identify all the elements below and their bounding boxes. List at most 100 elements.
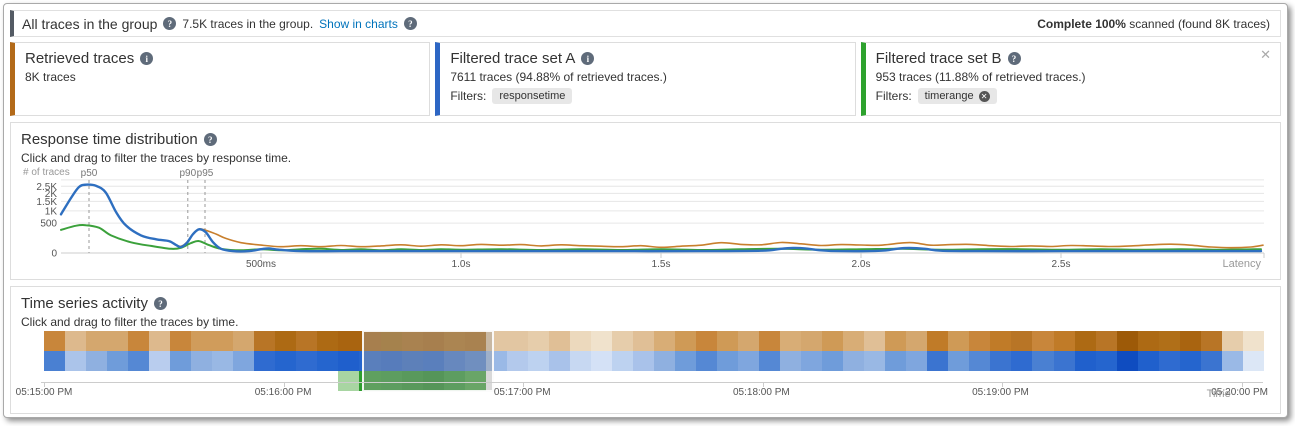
- heatmap-cell-retrieved-activity[interactable]: [738, 331, 760, 351]
- heatmap-cell-retrieved-activity[interactable]: [254, 331, 276, 351]
- heatmap-cell-set-a-activity[interactable]: [843, 351, 865, 371]
- heatmap-cell-set-a-activity[interactable]: [1116, 351, 1138, 371]
- heatmap-cell-set-b-activity[interactable]: [612, 371, 633, 391]
- heatmap-cell-set-a-activity[interactable]: [611, 351, 633, 371]
- heatmap-cell-set-a-activity[interactable]: [128, 351, 150, 371]
- heatmap-cell-set-a-activity[interactable]: [717, 351, 739, 371]
- heatmap-cell-set-a-activity[interactable]: [1242, 351, 1264, 371]
- heatmap-cell-set-b-activity[interactable]: [359, 371, 381, 391]
- heatmap-cell-retrieved-activity[interactable]: [275, 331, 297, 351]
- heatmap-cell-retrieved-activity[interactable]: [107, 331, 129, 351]
- heatmap-cell-set-a-activity[interactable]: [485, 351, 507, 371]
- heatmap-cell-retrieved-activity[interactable]: [464, 331, 486, 351]
- heatmap-cell-retrieved-activity[interactable]: [1221, 331, 1243, 351]
- info-icon[interactable]: i: [581, 52, 595, 65]
- heatmap-cell-set-b-activity[interactable]: [864, 371, 885, 391]
- heatmap-cell-set-a-activity[interactable]: [990, 351, 1012, 371]
- heatmap-cell-set-a-activity[interactable]: [380, 351, 402, 371]
- heatmap-cell-retrieved-activity[interactable]: [927, 331, 949, 351]
- heatmap-cell-retrieved-activity[interactable]: [1095, 331, 1117, 351]
- heatmap-cell-set-a-activity[interactable]: [885, 351, 907, 371]
- heatmap-cell-set-a-activity[interactable]: [864, 351, 886, 371]
- heatmap-cell-set-a-activity[interactable]: [695, 351, 717, 371]
- heatmap-cell-set-b-activity[interactable]: [170, 371, 191, 391]
- heatmap-cell-set-b-activity[interactable]: [401, 371, 423, 391]
- heatmap-cell-retrieved-activity[interactable]: [695, 331, 717, 351]
- heatmap-cell-retrieved-activity[interactable]: [1116, 331, 1138, 351]
- heatmap-cell-retrieved-activity[interactable]: [380, 331, 402, 351]
- heatmap-cell-set-b-activity[interactable]: [633, 371, 654, 391]
- heatmap-cell-set-a-activity[interactable]: [632, 351, 654, 371]
- heatmap-cell-retrieved-activity[interactable]: [885, 331, 907, 351]
- heatmap-cell-set-a-activity[interactable]: [296, 351, 318, 371]
- heatmap-cell-retrieved-activity[interactable]: [1200, 331, 1222, 351]
- heatmap-cell-retrieved-activity[interactable]: [296, 331, 318, 351]
- heatmap-cell-set-a-activity[interactable]: [464, 351, 486, 371]
- heatmap-cell-retrieved-activity[interactable]: [969, 331, 991, 351]
- heatmap-cell-set-b-activity[interactable]: [338, 371, 360, 391]
- heatmap-cell-retrieved-activity[interactable]: [44, 331, 66, 351]
- heatmap-cell-set-a-activity[interactable]: [443, 351, 465, 371]
- heatmap-cell-set-a-activity[interactable]: [1158, 351, 1180, 371]
- heatmap-cell-set-b-activity[interactable]: [1075, 371, 1096, 391]
- heatmap-cell-set-b-activity[interactable]: [1180, 371, 1201, 391]
- heatmap-cell-retrieved-activity[interactable]: [485, 331, 507, 351]
- heatmap-cell-set-b-activity[interactable]: [843, 371, 864, 391]
- heatmap-cell-retrieved-activity[interactable]: [717, 331, 739, 351]
- heatmap-cell-set-a-activity[interactable]: [759, 351, 781, 371]
- heatmap-cell-set-b-activity[interactable]: [1032, 371, 1053, 391]
- heatmap-cell-set-b-activity[interactable]: [191, 371, 212, 391]
- heatmap-cell-set-b-activity[interactable]: [570, 371, 591, 391]
- heatmap-cell-retrieved-activity[interactable]: [191, 331, 213, 351]
- heatmap-cell-set-a-activity[interactable]: [401, 351, 423, 371]
- heatmap-cell-retrieved-activity[interactable]: [990, 331, 1012, 351]
- heatmap-cell-set-a-activity[interactable]: [906, 351, 928, 371]
- time-series-heatmap[interactable]: 05:15:00 PM 05:16:00 PM 05:17:00 PM 05:18:0…: [16, 330, 1270, 405]
- heatmap-cell-set-b-activity[interactable]: [927, 371, 948, 391]
- heatmap-cell-retrieved-activity[interactable]: [359, 331, 381, 351]
- heatmap-cell-retrieved-activity[interactable]: [1074, 331, 1096, 351]
- heatmap-cell-retrieved-activity[interactable]: [1158, 331, 1180, 351]
- heatmap-cell-set-a-activity[interactable]: [254, 351, 276, 371]
- heatmap-cell-retrieved-activity[interactable]: [1011, 331, 1033, 351]
- heatmap-cell-retrieved-activity[interactable]: [653, 331, 675, 351]
- heatmap-cell-set-a-activity[interactable]: [927, 351, 949, 371]
- filter-chip-timerange[interactable]: timerange ✕: [917, 88, 997, 104]
- heatmap-cell-retrieved-activity[interactable]: [1137, 331, 1159, 351]
- heatmap-cell-retrieved-activity[interactable]: [674, 331, 696, 351]
- heatmap-cell-set-b-activity[interactable]: [233, 371, 254, 391]
- time-range-selection[interactable]: [362, 330, 495, 392]
- heatmap-cell-retrieved-activity[interactable]: [569, 331, 591, 351]
- heatmap-cell-set-b-activity[interactable]: [1096, 371, 1117, 391]
- help-icon[interactable]: ?: [153, 297, 167, 310]
- heatmap-cell-set-a-activity[interactable]: [1221, 351, 1243, 371]
- heatmap-cell-set-b-activity[interactable]: [885, 371, 906, 391]
- heatmap-cell-retrieved-activity[interactable]: [1053, 331, 1075, 351]
- heatmap-cell-set-b-activity[interactable]: [443, 371, 465, 391]
- heatmap-cell-retrieved-activity[interactable]: [843, 331, 865, 351]
- remove-filter-icon[interactable]: ✕: [978, 90, 990, 102]
- heatmap-cell-retrieved-activity[interactable]: [65, 331, 87, 351]
- heatmap-cell-set-a-activity[interactable]: [1053, 351, 1075, 371]
- heatmap-cell-set-a-activity[interactable]: [822, 351, 844, 371]
- heatmap-cell-set-a-activity[interactable]: [191, 351, 213, 371]
- heatmap-cell-set-b-activity[interactable]: [1054, 371, 1075, 391]
- heatmap-cell-set-a-activity[interactable]: [149, 351, 171, 371]
- heatmap-cell-retrieved-activity[interactable]: [1242, 331, 1264, 351]
- heatmap-cell-retrieved-activity[interactable]: [801, 331, 823, 351]
- info-icon[interactable]: i: [140, 52, 154, 65]
- heatmap-cell-set-b-activity[interactable]: [591, 371, 612, 391]
- heatmap-cell-retrieved-activity[interactable]: [443, 331, 465, 351]
- heatmap-cell-retrieved-activity[interactable]: [422, 331, 444, 351]
- heatmap-cell-retrieved-activity[interactable]: [632, 331, 654, 351]
- heatmap-cell-set-a-activity[interactable]: [1179, 351, 1201, 371]
- heatmap-cell-retrieved-activity[interactable]: [1179, 331, 1201, 351]
- heatmap-cell-set-a-activity[interactable]: [738, 351, 760, 371]
- heatmap-cell-set-b-activity[interactable]: [464, 371, 486, 391]
- heatmap-cell-set-a-activity[interactable]: [275, 351, 297, 371]
- heatmap-cell-set-a-activity[interactable]: [422, 351, 444, 371]
- heatmap-cell-retrieved-activity[interactable]: [822, 331, 844, 351]
- heatmap-cell-set-b-activity[interactable]: [128, 371, 149, 391]
- heatmap-cell-set-b-activity[interactable]: [380, 371, 402, 391]
